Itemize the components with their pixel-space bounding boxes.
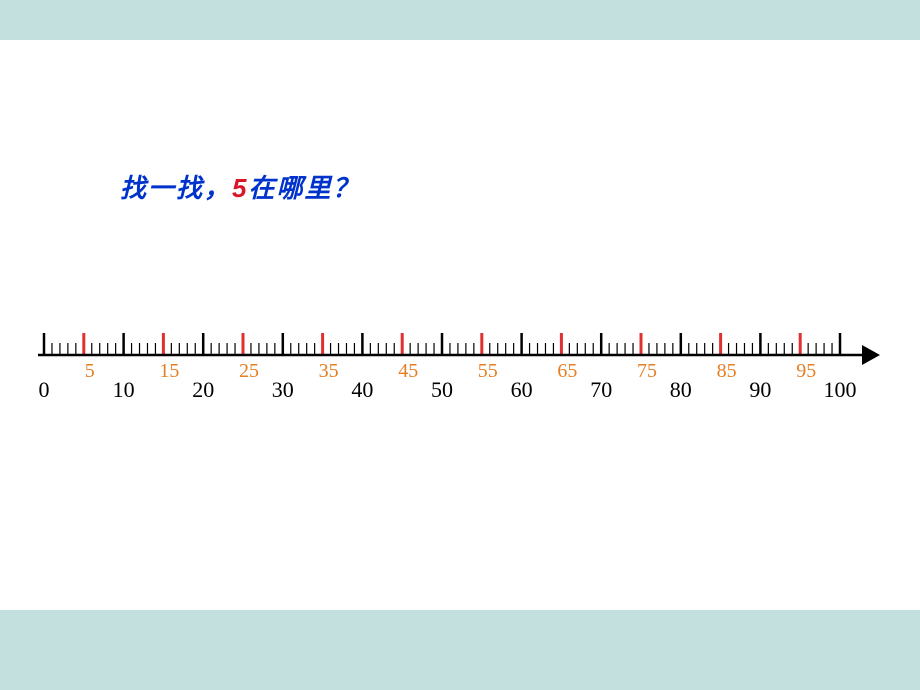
svg-text:85: 85 <box>717 360 737 382</box>
svg-text:5: 5 <box>85 360 95 382</box>
svg-text:50: 50 <box>431 377 453 402</box>
title-highlight: 5 <box>232 173 248 203</box>
svg-text:80: 80 <box>670 377 692 402</box>
svg-text:65: 65 <box>557 360 577 382</box>
svg-text:30: 30 <box>272 377 294 402</box>
svg-text:100: 100 <box>824 377 857 402</box>
svg-text:0: 0 <box>39 377 50 402</box>
svg-text:45: 45 <box>398 360 418 382</box>
svg-text:95: 95 <box>796 360 816 382</box>
svg-text:15: 15 <box>159 360 179 382</box>
title-suffix: 在哪里？ <box>248 173 360 203</box>
svg-text:40: 40 <box>351 377 373 402</box>
slide-panel: 找一找，5在哪里？ 010203040506070809010051525354… <box>0 40 920 610</box>
number-line-svg: 0 10 20 30 40 50 60 70 80 90 100 5 15 25 35 45 55 65 75 85 9… <box>30 305 890 425</box>
svg-text:60: 60 <box>511 377 533 402</box>
svg-text:70: 70 <box>590 377 612 402</box>
svg-text:55: 55 <box>478 360 498 382</box>
svg-text:75: 75 <box>637 360 657 382</box>
svg-text:25: 25 <box>239 360 259 382</box>
number-line: 0 10 20 30 40 50 60 70 80 90 100 5 15 25 35 45 55 65 75 85 9… <box>30 305 890 425</box>
question-title: 找一找，5在哪里？ <box>120 168 361 205</box>
svg-text:90: 90 <box>749 377 771 402</box>
svg-text:20: 20 <box>192 377 214 402</box>
svg-text:35: 35 <box>319 360 339 382</box>
svg-text:10: 10 <box>113 377 135 402</box>
title-prefix: 找一找， <box>120 173 232 203</box>
